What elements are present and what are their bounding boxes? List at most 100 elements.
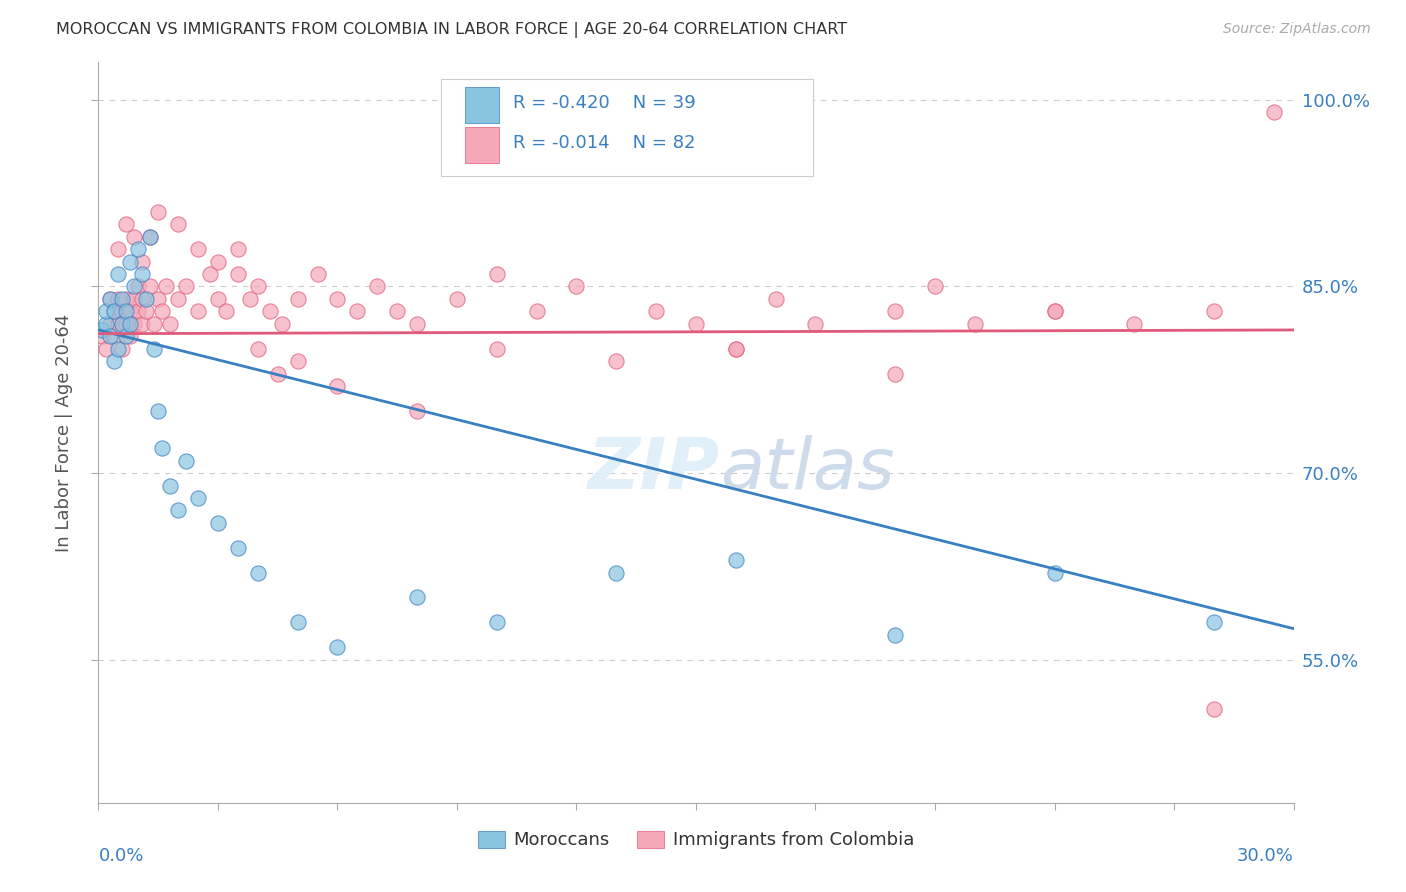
Point bbox=[246, 566, 269, 580]
Point bbox=[98, 292, 122, 306]
Point bbox=[91, 323, 114, 337]
Point bbox=[724, 342, 747, 356]
Point bbox=[287, 292, 309, 306]
FancyBboxPatch shape bbox=[441, 78, 813, 176]
Point bbox=[167, 292, 190, 306]
Point bbox=[167, 217, 190, 231]
Point bbox=[103, 329, 125, 343]
Point bbox=[685, 317, 707, 331]
Point bbox=[406, 591, 429, 605]
Point bbox=[124, 229, 146, 244]
Point bbox=[103, 304, 125, 318]
Point bbox=[115, 329, 138, 343]
Point bbox=[103, 304, 125, 318]
Text: Source: ZipAtlas.com: Source: ZipAtlas.com bbox=[1223, 22, 1371, 37]
Point bbox=[148, 404, 170, 418]
Point bbox=[131, 292, 153, 306]
Point bbox=[148, 292, 170, 306]
Point bbox=[124, 292, 146, 306]
Point bbox=[485, 615, 508, 630]
Point bbox=[605, 566, 627, 580]
Point bbox=[207, 254, 229, 268]
Point bbox=[111, 317, 134, 331]
Point bbox=[135, 304, 157, 318]
Point bbox=[127, 242, 149, 256]
Point bbox=[267, 367, 290, 381]
Point bbox=[131, 254, 153, 268]
Point bbox=[131, 267, 153, 281]
Point bbox=[1202, 615, 1225, 630]
Point bbox=[98, 317, 122, 331]
Point bbox=[148, 204, 170, 219]
Legend: Moroccans, Immigrants from Colombia: Moroccans, Immigrants from Colombia bbox=[470, 823, 922, 856]
Point bbox=[187, 242, 209, 256]
Text: ZIP: ZIP bbox=[588, 435, 720, 504]
Point bbox=[155, 279, 177, 293]
Point bbox=[239, 292, 262, 306]
Point bbox=[143, 342, 166, 356]
Point bbox=[98, 329, 122, 343]
Point bbox=[963, 317, 986, 331]
Point bbox=[1043, 566, 1066, 580]
Point bbox=[131, 317, 153, 331]
Point bbox=[270, 317, 292, 331]
Point bbox=[115, 292, 138, 306]
Point bbox=[226, 242, 249, 256]
Point bbox=[1263, 105, 1285, 120]
Point bbox=[724, 342, 747, 356]
Point bbox=[1123, 317, 1146, 331]
Point bbox=[485, 267, 508, 281]
Point bbox=[91, 329, 114, 343]
Point bbox=[107, 317, 129, 331]
Point bbox=[884, 367, 907, 381]
Point bbox=[326, 379, 349, 393]
Point bbox=[1043, 304, 1066, 318]
Point bbox=[884, 628, 907, 642]
Point bbox=[326, 640, 349, 655]
Point bbox=[765, 292, 787, 306]
Point bbox=[120, 304, 142, 318]
Point bbox=[103, 354, 125, 368]
Point bbox=[226, 541, 249, 555]
Point bbox=[259, 304, 281, 318]
Point bbox=[167, 503, 190, 517]
Point bbox=[115, 317, 138, 331]
Point bbox=[226, 267, 249, 281]
Point bbox=[924, 279, 946, 293]
Text: R = -0.014    N = 82: R = -0.014 N = 82 bbox=[513, 134, 696, 152]
Point bbox=[107, 267, 129, 281]
Point bbox=[96, 342, 118, 356]
Point bbox=[127, 279, 149, 293]
Point bbox=[96, 304, 118, 318]
Text: atlas: atlas bbox=[720, 435, 894, 504]
Point bbox=[1202, 702, 1225, 716]
Point bbox=[605, 354, 627, 368]
Point bbox=[198, 267, 221, 281]
Point bbox=[159, 317, 181, 331]
Point bbox=[366, 279, 388, 293]
Point bbox=[115, 304, 138, 318]
Point bbox=[884, 304, 907, 318]
Point bbox=[565, 279, 588, 293]
Point bbox=[111, 342, 134, 356]
Point bbox=[159, 478, 181, 492]
Point bbox=[804, 317, 827, 331]
Point bbox=[215, 304, 238, 318]
Point bbox=[120, 317, 142, 331]
Point bbox=[98, 292, 122, 306]
Point bbox=[485, 342, 508, 356]
FancyBboxPatch shape bbox=[465, 128, 499, 163]
Point bbox=[96, 317, 118, 331]
Point bbox=[406, 317, 429, 331]
Point bbox=[346, 304, 368, 318]
Point bbox=[115, 217, 138, 231]
Point bbox=[124, 317, 146, 331]
Point bbox=[246, 342, 269, 356]
Text: MOROCCAN VS IMMIGRANTS FROM COLOMBIA IN LABOR FORCE | AGE 20-64 CORRELATION CHAR: MOROCCAN VS IMMIGRANTS FROM COLOMBIA IN … bbox=[56, 22, 848, 38]
Point bbox=[124, 279, 146, 293]
Point bbox=[1043, 304, 1066, 318]
Text: 0.0%: 0.0% bbox=[98, 847, 143, 865]
Point bbox=[127, 304, 149, 318]
Point bbox=[120, 329, 142, 343]
FancyBboxPatch shape bbox=[465, 87, 499, 123]
